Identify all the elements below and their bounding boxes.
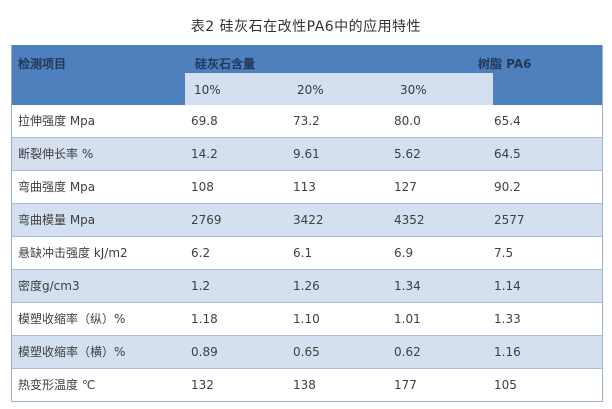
header-resin-pa6: 树脂 PA6 (478, 57, 532, 71)
row-value: 7.5 (494, 246, 514, 260)
table-row: 断裂伸长率 % 14.2 9.61 5.62 64.5 (12, 138, 602, 171)
row-label: 弯曲模量 Mpa (18, 213, 96, 227)
subheader-band: 10% 20% 30% (185, 73, 493, 105)
row-value: 64.5 (494, 147, 521, 161)
subheader-30pct: 30% (400, 83, 427, 97)
row-value: 1.33 (494, 312, 521, 326)
row-value: 1.34 (394, 279, 421, 293)
row-value: 113 (293, 180, 316, 194)
row-label: 密度g/cm3 (18, 279, 80, 293)
row-value: 1.10 (293, 312, 320, 326)
row-value: 1.16 (494, 345, 521, 359)
row-value: 1.2 (191, 279, 211, 293)
row-value: 1.18 (191, 312, 218, 326)
table-title: 表2 硅灰石在改性PA6中的应用特性 (190, 19, 422, 35)
row-value: 1.01 (394, 312, 421, 326)
row-label: 模塑收缩率（横）% (18, 345, 126, 359)
table-row: 弯曲模量 Mpa 2769 3422 4352 2577 (12, 204, 602, 237)
table-row: 模塑收缩率（纵）% 1.18 1.10 1.01 1.33 (12, 303, 602, 336)
subheader-20pct: 20% (297, 83, 324, 97)
row-value: 0.62 (394, 345, 421, 359)
row-label: 模塑收缩率（纵）% (18, 312, 126, 326)
row-value: 138 (293, 378, 316, 392)
row-value: 69.8 (191, 114, 218, 128)
table-row: 热变形温度 ℃ 132 138 177 105 (12, 369, 602, 401)
row-value: 90.2 (494, 180, 521, 194)
row-value: 0.89 (191, 345, 218, 359)
row-value: 2577 (494, 213, 525, 227)
row-value: 6.9 (394, 246, 414, 260)
table-row: 弯曲强度 Mpa 108 113 127 90.2 (12, 171, 602, 204)
row-label: 热变形温度 ℃ (18, 378, 96, 392)
row-value: 1.26 (293, 279, 320, 293)
row-label: 断裂伸长率 % (18, 147, 94, 161)
row-value: 132 (191, 378, 214, 392)
row-value: 5.62 (394, 147, 421, 161)
subheader-10pct: 10% (194, 83, 221, 97)
row-value: 6.1 (293, 246, 313, 260)
table-row: 模塑收缩率（横）% 0.89 0.65 0.62 1.16 (12, 336, 602, 369)
header-wollastonite-content: 硅灰石含量 (195, 57, 256, 71)
row-value: 73.2 (293, 114, 320, 128)
row-value: 65.4 (494, 114, 521, 128)
row-value: 9.61 (293, 147, 320, 161)
row-value: 105 (494, 378, 517, 392)
row-value: 3422 (293, 213, 324, 227)
row-value: 80.0 (394, 114, 421, 128)
row-label: 悬缺冲击强度 kJ/m2 (18, 246, 128, 260)
table-row: 密度g/cm3 1.2 1.26 1.34 1.14 (12, 270, 602, 303)
row-value: 127 (394, 180, 417, 194)
row-value: 2769 (191, 213, 222, 227)
table-header: 检测项目 硅灰石含量 树脂 PA6 10% 20% 30% (12, 45, 602, 105)
row-value: 108 (191, 180, 214, 194)
table-row: 悬缺冲击强度 kJ/m2 6.2 6.1 6.9 7.5 (12, 237, 602, 270)
row-value: 14.2 (191, 147, 218, 161)
row-value: 177 (394, 378, 417, 392)
row-value: 0.65 (293, 345, 320, 359)
table-row: 拉伸强度 Mpa 69.8 73.2 80.0 65.4 (12, 105, 602, 138)
header-test-item: 检测项目 (18, 57, 67, 71)
data-table: 检测项目 硅灰石含量 树脂 PA6 10% 20% 30% 拉伸强度 Mpa 6… (11, 45, 603, 402)
row-value: 1.14 (494, 279, 521, 293)
row-value: 4352 (394, 213, 425, 227)
row-value: 6.2 (191, 246, 211, 260)
row-label: 拉伸强度 Mpa (18, 114, 96, 128)
row-label: 弯曲强度 Mpa (18, 180, 96, 194)
